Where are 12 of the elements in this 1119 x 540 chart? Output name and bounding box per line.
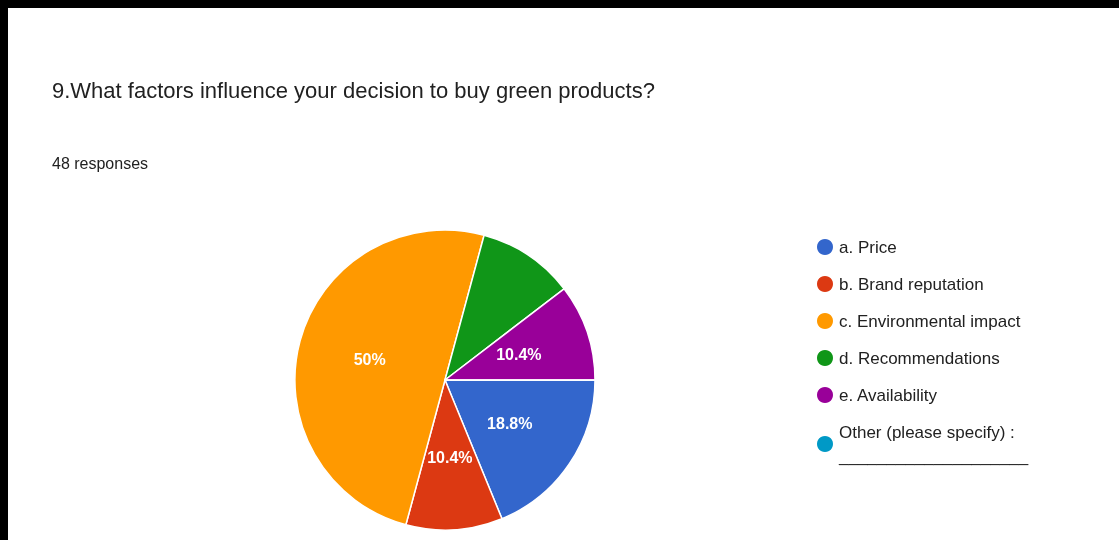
data-label: 10.4%	[427, 449, 473, 467]
chart-title: 9.What factors influence your decision to buy green products?	[52, 77, 655, 103]
data-label: 18.8%	[487, 414, 533, 432]
legend-label: e. Availability	[839, 385, 938, 405]
legend-label: a. Price	[839, 237, 897, 257]
data-label: 50%	[353, 351, 386, 369]
text: 48 responses	[52, 154, 149, 172]
legend-label: d. Recommendations	[839, 348, 1000, 368]
legend-label: c. Environmental impact	[839, 311, 1021, 331]
data-label: 10.4%	[496, 346, 542, 364]
legend-label: b. Brand reputation	[839, 274, 984, 294]
legend-label: Other (please specify) : ____________________	[838, 422, 1029, 466]
